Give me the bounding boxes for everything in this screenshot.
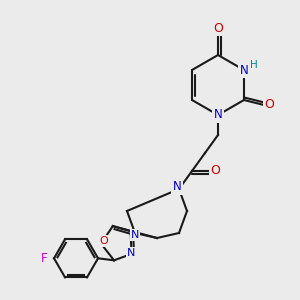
Text: O: O [100, 236, 108, 246]
Text: O: O [210, 164, 220, 178]
Text: F: F [41, 252, 47, 265]
Text: O: O [264, 98, 274, 112]
Text: N: N [214, 109, 222, 122]
Text: N: N [240, 64, 248, 76]
Text: N: N [131, 230, 140, 240]
Text: O: O [213, 22, 223, 34]
Text: H: H [250, 60, 258, 70]
Text: N: N [127, 248, 135, 258]
Text: N: N [172, 181, 182, 194]
